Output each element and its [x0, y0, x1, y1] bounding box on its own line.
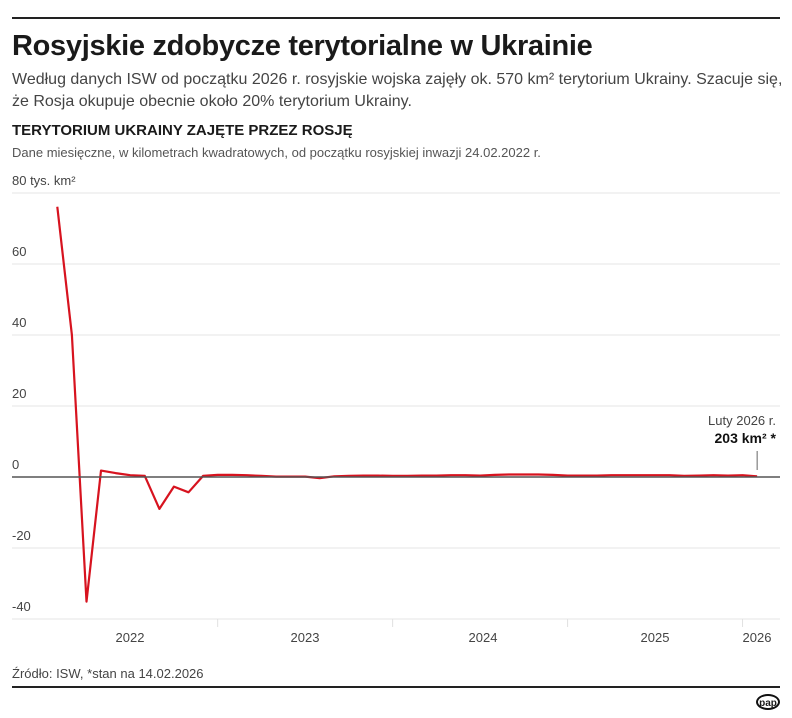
x-tick-label: 2024	[469, 630, 498, 645]
annotation-value: 203 km² *	[715, 430, 777, 446]
page-title: Rosyjskie zdobycze terytorialne w Ukrain…	[12, 30, 593, 62]
y-tick-label: -20	[12, 528, 31, 543]
y-tick-label: 0	[12, 457, 19, 472]
chart-title: TERYTORIUM UKRAINY ZAJĘTE PRZEZ ROSJĘ	[12, 122, 353, 139]
x-tick-label: 2023	[291, 630, 320, 645]
series-line	[56, 206, 758, 603]
y-tick-label: 20	[12, 386, 26, 401]
annotation-label: Luty 2026 r.	[708, 413, 776, 428]
x-tick-label: 2022	[116, 630, 145, 645]
y-tick-label: 60	[12, 244, 26, 259]
x-tick-label: 2025	[641, 630, 670, 645]
subtitle-line-2: że Rosja okupuje obecnie około 20% teryt…	[12, 93, 412, 110]
line-chart: 80 tys. km² 60 40 20 0 -20 -40 2022 2023 2024 2025…	[12, 173, 780, 645]
bottom-rule	[12, 686, 780, 688]
y-tick-label: 40	[12, 315, 26, 330]
source-note: Źródło: ISW, *stan na 14.02.2026	[12, 666, 204, 681]
chart-note: Dane miesięczne, w kilometrach kwadratow…	[12, 145, 541, 160]
x-tick-label: 2026	[743, 630, 772, 645]
subtitle-line-1: Według danych ISW od początku 2026 r. ro…	[12, 71, 783, 88]
y-tick-label: 80 tys. km²	[12, 173, 76, 188]
pap-logo: pap	[756, 694, 780, 710]
top-rule	[12, 17, 780, 19]
y-tick-label: -40	[12, 599, 31, 614]
